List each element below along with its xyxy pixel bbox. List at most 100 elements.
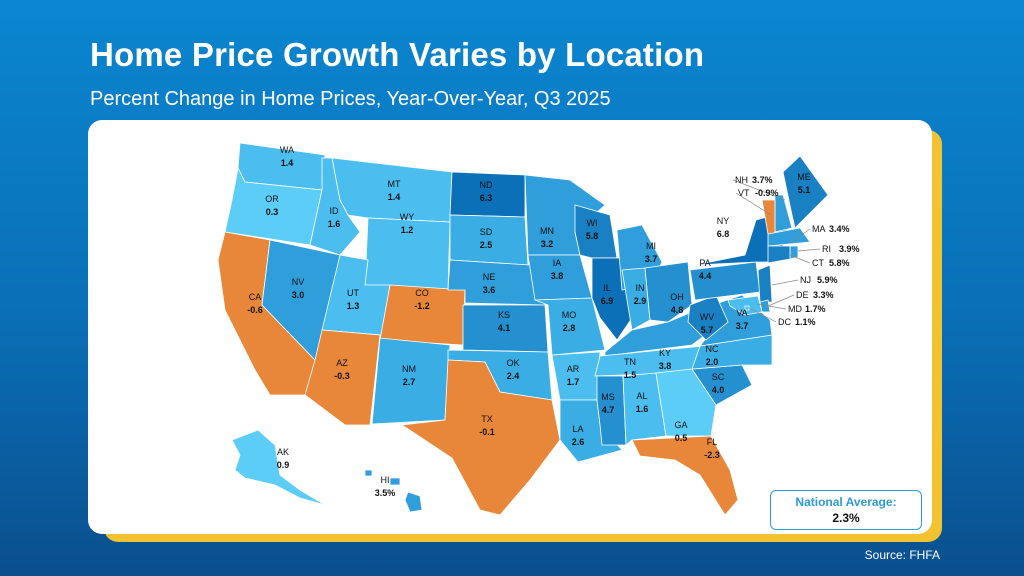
state-hi — [364, 469, 373, 477]
state-value-ks: 4.1 — [498, 323, 511, 333]
state-label-al: AL — [636, 391, 647, 401]
callout-line-ri — [797, 248, 821, 252]
state-hi — [389, 477, 401, 486]
state-value-sc: 4.0 — [712, 385, 725, 395]
state-value-dc: 1.1% — [795, 317, 816, 327]
callout-line-dc — [748, 307, 777, 323]
state-label-oh: OH — [670, 292, 684, 302]
state-value-pa: 4.4 — [699, 271, 712, 281]
state-fl — [631, 435, 739, 516]
state-value-va: 3.7 — [736, 321, 749, 331]
state-label-la: LA — [572, 424, 583, 434]
state-label-mo: MO — [562, 310, 577, 320]
state-value-wi: 5.8 — [586, 231, 599, 241]
state-value-wv: 5.7 — [701, 325, 714, 335]
callout-line-nh — [732, 179, 786, 201]
state-mo — [534, 297, 606, 356]
state-value-nc: 2.0 — [706, 357, 719, 367]
national-average-box: National Average: 2.3% — [770, 490, 922, 530]
state-label-ne: NE — [483, 272, 496, 282]
state-value-ky: 3.8 — [659, 361, 672, 371]
callout-line-de — [767, 294, 795, 307]
state-label-ia: IA — [553, 258, 562, 268]
callout-line-vt — [735, 192, 772, 216]
state-label-nm: NM — [402, 364, 416, 374]
state-ma — [767, 227, 811, 247]
state-value-ca: -0.6 — [247, 305, 263, 315]
state-label-mt: MT — [388, 179, 401, 189]
state-label-nc: NC — [706, 344, 719, 354]
state-al — [622, 372, 667, 446]
callout-line-ct — [789, 254, 811, 264]
state-hi — [404, 491, 423, 513]
state-label-ms: MS — [601, 392, 615, 402]
state-value-al: 1.6 — [636, 404, 649, 414]
state-label-tx: TX — [481, 414, 493, 424]
state-az — [304, 329, 381, 426]
page-subtitle: Percent Change in Home Prices, Year-Over… — [90, 88, 611, 110]
state-value-ms: 4.7 — [602, 405, 615, 415]
state-label-ma: MA — [812, 224, 826, 234]
state-value-in: 2.9 — [634, 296, 647, 306]
state-value-ia: 3.8 — [551, 271, 564, 281]
state-value-ma: 3.4% — [829, 224, 850, 234]
state-label-ca: CA — [249, 292, 262, 302]
state-label-dc: DC — [778, 317, 791, 327]
state-label-wy: WY — [400, 212, 415, 222]
state-value-ar: 1.7 — [567, 377, 580, 387]
state-label-ks: KS — [498, 310, 510, 320]
state-value-ak: 0.9 — [277, 460, 290, 470]
state-label-mi: MI — [646, 241, 656, 251]
state-label-nv: NV — [292, 277, 305, 287]
state-value-de: 3.3% — [813, 290, 834, 300]
state-label-pa: PA — [699, 258, 710, 268]
state-value-nv: 3.0 — [292, 290, 305, 300]
state-value-fl: -2.3 — [704, 450, 720, 460]
callout-line-ma — [789, 228, 811, 244]
state-value-co: -1.2 — [414, 301, 430, 311]
state-label-tn: TN — [624, 357, 636, 367]
state-label-ga: GA — [674, 420, 687, 430]
state-ri — [789, 245, 799, 260]
state-label-sd: SD — [480, 227, 493, 237]
state-label-ok: OK — [506, 358, 519, 368]
state-label-co: CO — [415, 288, 429, 298]
state-label-az: AZ — [336, 358, 348, 368]
state-value-ok: 2.4 — [507, 371, 520, 381]
state-value-or: 0.3 — [266, 207, 279, 217]
state-label-ak: AK — [277, 447, 289, 457]
state-value-hi: 3.5% — [375, 488, 396, 498]
state-label-hi: HI — [381, 475, 390, 485]
state-ak — [231, 429, 326, 506]
state-value-ny: 6.8 — [717, 229, 730, 239]
page-title: Home Price Growth Varies by Location — [90, 36, 705, 73]
state-mt — [331, 157, 453, 223]
state-value-tn: 1.5 — [624, 370, 637, 380]
state-label-mn: MN — [540, 226, 554, 236]
state-value-id: 1.6 — [328, 219, 341, 229]
state-oh — [644, 261, 693, 323]
state-value-mn: 3.2 — [541, 239, 554, 249]
callout-line-nj — [771, 279, 799, 286]
national-average-label: National Average: — [795, 495, 897, 509]
state-label-ar: AR — [567, 364, 580, 374]
state-ar — [551, 351, 601, 401]
state-label-ny: NY — [717, 216, 730, 226]
state-label-ri: RI — [822, 244, 831, 254]
state-value-ga: 0.5 — [675, 433, 688, 443]
state-label-md: MD — [788, 304, 802, 314]
state-value-nm: 2.7 — [403, 377, 416, 387]
state-value-ct: 5.8% — [829, 258, 850, 268]
state-label-wi: WI — [587, 218, 598, 228]
state-value-wa: 1.4 — [281, 158, 294, 168]
state-me — [782, 155, 829, 229]
state-value-il: 6.9 — [601, 296, 614, 306]
state-value-mt: 1.4 — [388, 192, 401, 202]
state-label-or: OR — [265, 194, 279, 204]
state-label-nd: ND — [480, 180, 493, 190]
state-value-me: 5.1 — [798, 185, 811, 195]
state-value-ne: 3.6 — [483, 285, 496, 295]
state-value-nh: 3.7% — [752, 175, 773, 185]
state-dc — [744, 305, 750, 311]
